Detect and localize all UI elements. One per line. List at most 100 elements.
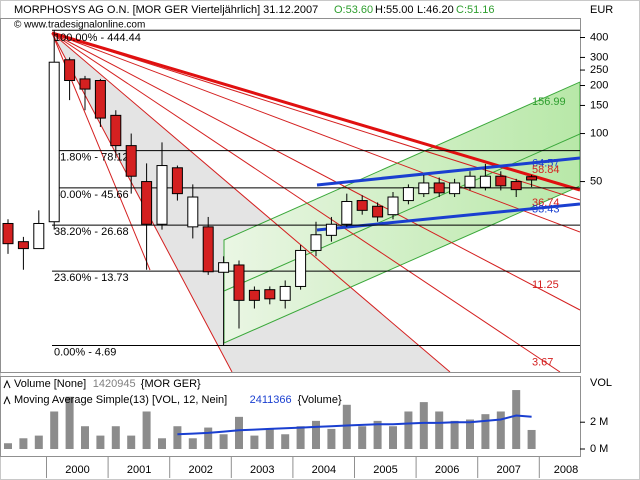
volume-bar <box>327 428 336 449</box>
y-tick-label: 100 <box>590 127 608 139</box>
volume-bar <box>127 435 136 449</box>
y-tick-label: 300 <box>590 51 608 63</box>
legend-value: 2411366 <box>250 394 292 406</box>
volume-bar <box>466 419 474 449</box>
x-tick-label: 2004 <box>312 464 336 476</box>
volume-bar <box>235 416 243 449</box>
y-tick-label: 250 <box>590 64 608 76</box>
moving-average-line <box>177 414 532 436</box>
volume-bar <box>419 402 428 449</box>
candle-body <box>495 175 507 187</box>
volume-bar <box>496 411 505 449</box>
candle-body <box>2 222 14 245</box>
legend-source: {MOR GER} <box>141 378 201 390</box>
fan-line <box>51 32 580 311</box>
ohlc-close: C:51.16 <box>456 4 495 16</box>
candle-body <box>464 175 476 188</box>
legend-icon <box>3 379 11 389</box>
legend-value: 1420945 <box>93 378 136 390</box>
blue-channel-bottom <box>316 202 580 232</box>
y-tick-label: 200 <box>590 79 608 91</box>
legend-name: Moving Average Simple(13) [VOL, 12, Nein… <box>14 394 227 406</box>
candle-body <box>187 196 199 228</box>
candle-body <box>510 181 522 191</box>
trend-line <box>51 31 580 192</box>
title: MORPHOSYS AG O.N. [MOR GER Vierteljährli… <box>14 4 318 16</box>
ohlc-open: O:53.60 <box>334 4 373 16</box>
trend-label: 156.99 <box>532 96 566 108</box>
volume-bar <box>250 435 259 449</box>
candle-body <box>264 289 276 300</box>
y-tick-label: 400 <box>590 31 608 43</box>
candle-body <box>94 80 106 119</box>
blue-channel-top <box>316 156 580 187</box>
trend-label: 11.25 <box>532 279 559 291</box>
fib-label: 100.00% - 444.44 <box>54 32 141 44</box>
candle-body <box>279 285 291 301</box>
fib-label: 23.60% - 13.73 <box>54 272 129 284</box>
volume-bar <box>34 435 43 449</box>
volume-bar <box>389 426 397 449</box>
fib-label: 50.00% - 45.66 <box>54 189 129 201</box>
candle-body <box>387 196 399 216</box>
y-axis-label: EUR <box>590 4 613 16</box>
volume-bar <box>50 411 59 449</box>
volume-bar <box>188 438 197 449</box>
candle-body <box>356 200 368 211</box>
candle-body <box>64 59 76 82</box>
volume-bar <box>481 414 490 449</box>
x-tick-label: 2007 <box>496 464 520 476</box>
candle-body <box>171 167 183 195</box>
fan-line <box>51 32 580 201</box>
fib-label: 38.20% - 26.68 <box>54 226 129 238</box>
x-tick-label: 2001 <box>127 464 151 476</box>
volume-bar <box>158 438 166 449</box>
candle-body <box>526 176 538 181</box>
volume-bar <box>358 426 367 449</box>
volume-bar <box>342 404 351 449</box>
trend-label: 58.84 <box>532 164 560 176</box>
volume-bar <box>450 420 459 449</box>
volume-bar <box>404 411 413 449</box>
volume-bar <box>219 434 228 449</box>
candle-body <box>17 241 29 250</box>
fan-line <box>51 32 580 233</box>
candle-body <box>295 249 307 287</box>
volume-bar <box>96 435 105 449</box>
volume-bar <box>204 427 213 449</box>
volume-bar <box>527 429 536 449</box>
volume-bar <box>435 411 444 449</box>
volume-bar <box>81 426 89 449</box>
x-tick-label: 2000 <box>65 464 89 476</box>
candle-body <box>402 187 414 202</box>
volume-bar <box>312 420 320 449</box>
candle-body <box>248 289 260 301</box>
volume-bar <box>265 428 274 449</box>
trend-label: 64.57 <box>532 158 560 170</box>
volume-bar <box>512 390 521 449</box>
legend-source: {Volume} <box>298 394 342 406</box>
candle-body <box>418 182 430 195</box>
candle-body <box>325 223 337 236</box>
volume-bar <box>281 434 290 449</box>
volume-bar <box>4 443 12 449</box>
volume-bar <box>142 411 151 449</box>
y-axis-label: VOL <box>590 377 612 389</box>
trend-label: 3.67 <box>532 356 553 368</box>
candle-body <box>202 226 214 273</box>
legend-icon <box>3 395 11 405</box>
candle-body <box>33 222 45 250</box>
candle-body <box>479 175 491 188</box>
ohlc-high: H:55.00 <box>375 4 414 16</box>
volume-bar <box>173 426 182 449</box>
fan-line <box>51 32 451 372</box>
y-tick-label: 50 <box>590 175 602 187</box>
x-tick-label: 2005 <box>373 464 397 476</box>
y-tick-label: 150 <box>590 99 608 111</box>
volume-bar <box>296 426 305 449</box>
x-tick-label: 2008 <box>554 464 578 476</box>
y-tick-label: 0 M <box>590 443 608 455</box>
trend-label: 33.43 <box>532 203 560 215</box>
candle-body <box>110 114 122 147</box>
